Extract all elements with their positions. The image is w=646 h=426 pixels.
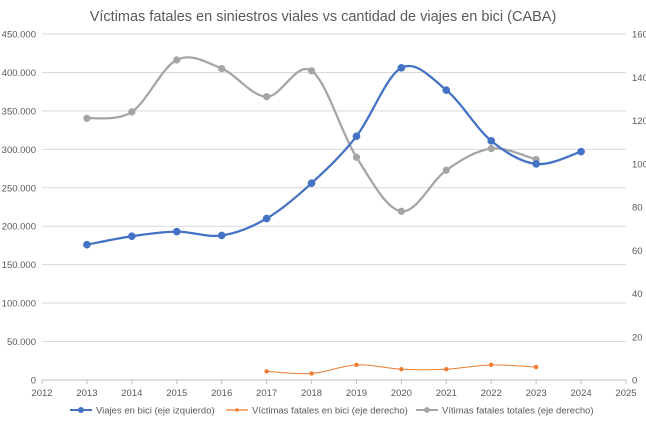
y-left-tick-label: 50.000 <box>7 337 36 348</box>
data-point <box>442 86 451 94</box>
y-left-tick-label: 150.000 <box>2 260 36 271</box>
legend-label: Vítimas fatales totales (eje derecho) <box>442 406 594 417</box>
data-point <box>262 214 271 223</box>
data-point <box>264 369 269 374</box>
data-point <box>218 64 226 73</box>
y-right-tick-label: 160 <box>632 30 646 41</box>
x-tick-label: 2020 <box>391 388 412 399</box>
data-point <box>533 364 539 370</box>
legend-label: Viajes en bici (eje izquierdo) <box>96 406 215 417</box>
y-right-tick-label: 0 <box>632 376 637 387</box>
data-point <box>487 137 496 145</box>
series-line <box>85 56 538 213</box>
y-right-tick-label: 140 <box>632 73 646 84</box>
legend-marker <box>77 406 85 414</box>
chart-title: Víctimas fatales en siniestros viales vs… <box>90 9 557 25</box>
axes <box>41 379 627 384</box>
data-point <box>577 147 585 156</box>
y-right-tick-label: 120 <box>632 116 646 127</box>
legend-label: Víctimas fatales en bici (eje derecho) <box>252 406 408 417</box>
y-left-tick-label: 400.000 <box>2 68 36 79</box>
data-point <box>128 108 136 116</box>
series-2 <box>264 362 539 376</box>
x-tick-label: 2025 <box>615 388 636 399</box>
data-point <box>172 227 181 236</box>
x-tick-label: 2017 <box>256 388 277 399</box>
y-right-tick-label: 100 <box>632 159 646 170</box>
y-right-tick-label: 40 <box>632 289 643 300</box>
series-line <box>85 64 583 246</box>
tick-labels: 0 50.000 100.000 150.000 200.000 250.000 300.0… <box>2 30 646 400</box>
data-point <box>83 240 91 249</box>
y-left-tick-label: 200.000 <box>2 222 36 233</box>
legend: Viajes en bici (eje izquierdo) Víctimas f… <box>70 406 594 417</box>
y-left-tick-label: 350.000 <box>2 106 36 117</box>
y-left-tick-label: 100.000 <box>2 299 36 310</box>
data-point <box>532 160 541 168</box>
x-tick-label: 2016 <box>211 388 232 399</box>
y-left-tick-label: 300.000 <box>2 145 36 156</box>
data-point <box>83 114 91 122</box>
x-tick-label: 2018 <box>301 388 322 399</box>
x-tick-label: 2019 <box>346 388 367 399</box>
data-point <box>217 231 226 240</box>
gridlines <box>42 33 626 343</box>
data-point <box>309 371 314 376</box>
data-point <box>352 132 361 141</box>
data-point <box>442 166 450 174</box>
data-point <box>307 179 316 188</box>
data-point <box>262 93 271 101</box>
legend-marker <box>424 407 430 413</box>
data-point <box>354 362 359 368</box>
data-point <box>399 366 404 372</box>
x-tick-label: 2021 <box>436 388 457 399</box>
y-right-tick-label: 20 <box>632 332 643 343</box>
y-right-tick-label: 60 <box>632 246 643 257</box>
series-3 <box>83 56 540 215</box>
data-point <box>352 153 361 161</box>
data-point <box>307 67 316 75</box>
x-tick-label: 2014 <box>121 388 142 399</box>
x-tick-label: 2012 <box>31 388 52 399</box>
data-point <box>444 366 449 372</box>
legend-marker <box>235 408 239 412</box>
y-left-tick-label: 250.000 <box>2 183 36 194</box>
y-left-tick-label: 0 <box>31 376 36 387</box>
y-left-tick-label: 450.000 <box>2 30 36 41</box>
data-point <box>397 207 406 215</box>
data-point <box>173 56 181 64</box>
data-point <box>488 362 494 368</box>
data-point <box>487 144 495 153</box>
y-right-tick-label: 80 <box>632 203 643 214</box>
x-tick-label: 2015 <box>166 388 187 399</box>
x-tick-label: 2022 <box>481 388 502 399</box>
x-tick-label: 2013 <box>76 388 97 399</box>
series-1 <box>83 63 585 249</box>
data-point <box>127 232 136 241</box>
x-tick-label: 2023 <box>526 388 547 399</box>
data-point <box>397 63 406 72</box>
series-layer <box>83 56 585 376</box>
x-tick-label: 2024 <box>571 388 592 399</box>
